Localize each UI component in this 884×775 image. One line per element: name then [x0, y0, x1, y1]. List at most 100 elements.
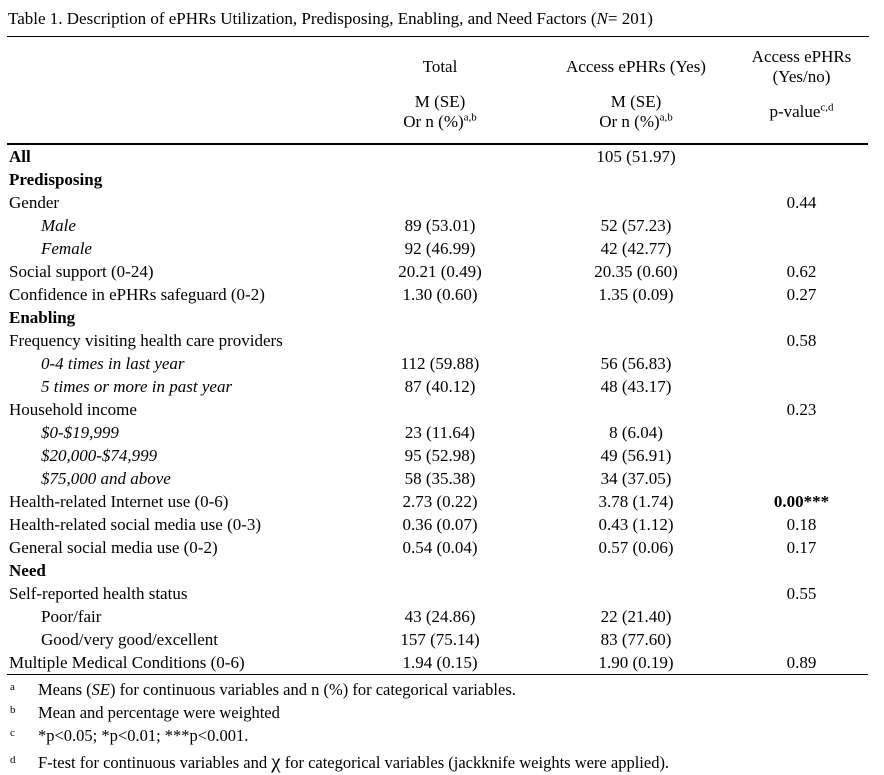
row-label: $75,000 and above: [41, 468, 171, 488]
header-col-total: Total: [422, 57, 458, 76]
cell-p-value: 0.23: [786, 399, 817, 419]
table-row: Self-reported health status 0.55: [7, 582, 868, 605]
footnotes: a Means (SE) for continuous variables and…: [7, 675, 868, 775]
footnote-text: Means (SE) for continuous variables and …: [38, 680, 516, 699]
footnote-text: F-test for continuous variables and χ fo…: [38, 749, 670, 773]
table-row: Confidence in ePHRs safeguard (0-2) 1.30 …: [7, 283, 868, 306]
table-row: $75,000 and above 58 (35.38) 34 (37.05): [7, 467, 868, 490]
row-label: Male: [41, 215, 76, 235]
cell-access-yes: [537, 582, 735, 605]
cell-access-yes: 49 (56.91): [600, 445, 672, 465]
header-row-stats: M (SE) Or n (%)a,b M (SE) Or n (%)a,b p-…: [7, 90, 868, 145]
cell-p-value: [735, 168, 868, 191]
row-label: Poor/fair: [41, 606, 102, 626]
header-col-access-yesno: Access ePHRs (Yes/no): [735, 37, 868, 90]
cell-p-value: 0.58: [786, 330, 817, 350]
row-label: General social media use (0-2): [9, 537, 218, 557]
header-empty-cell: [7, 90, 343, 145]
header-stat-line1: M (SE): [414, 92, 466, 111]
cell-access-yes: 34 (37.05): [600, 468, 672, 488]
table-title-n: N: [596, 9, 608, 28]
cell-p-value: 0.00***: [773, 491, 830, 511]
cell-total: 2.73 (0.22): [402, 491, 478, 511]
footnote-text: *p<0.05; *p<0.01; ***p<0.001.: [38, 726, 249, 745]
cell-p-value: [735, 237, 868, 260]
cell-total: 23 (11.64): [404, 422, 476, 442]
table-row: $0-$19,999 23 (11.64) 8 (6.04): [7, 421, 868, 444]
cell-access-yes: 52 (57.23): [600, 215, 672, 235]
header-stat-total: M (SE) Or n (%)a,b: [343, 90, 537, 145]
table-row: Need: [7, 559, 868, 582]
cell-total: 112 (59.88): [400, 353, 480, 373]
table-row: Enabling: [7, 306, 868, 329]
cell-p-value: 0.18: [786, 514, 817, 534]
row-label: Household income: [9, 399, 137, 419]
cell-p-value: 0.89: [735, 651, 868, 675]
cell-p-value: [735, 375, 868, 398]
cell-total: 87 (40.12): [404, 376, 476, 396]
cell-total: 92 (46.99): [404, 238, 476, 258]
cell-p-value: [735, 214, 868, 237]
table-row: Predisposing: [7, 168, 868, 191]
row-label: Gender: [9, 192, 60, 212]
row-label: $20,000-$74,999: [41, 445, 158, 465]
row-label: Female: [41, 238, 92, 258]
cell-total: 0.36 (0.07): [402, 514, 478, 534]
footnote-c: c *p<0.05; *p<0.01; ***p<0.001.: [7, 725, 868, 748]
cell-p-value: [735, 144, 868, 168]
cell-total: 157 (75.14): [400, 629, 480, 649]
table-row: Multiple Medical Conditions (0-6) 1.94 (0…: [7, 651, 868, 675]
header-stat-access-yes: M (SE) Or n (%)a,b: [537, 90, 735, 145]
header-p-value: p-valuec,d: [735, 90, 868, 145]
cell-total: 58 (35.38): [404, 468, 476, 488]
cell-access-yes: 42 (42.77): [600, 238, 672, 258]
cell-p-value: [735, 352, 868, 375]
header-col-access-yes: Access ePHRs (Yes): [566, 57, 706, 76]
cell-total: 89 (53.01): [404, 215, 476, 235]
cell-total: [343, 582, 537, 605]
row-label: Predisposing: [9, 169, 103, 189]
row-label: Frequency visiting health care providers: [9, 330, 283, 350]
cell-total: 43 (24.86): [404, 606, 476, 626]
cell-p-value: [735, 628, 868, 651]
cell-total: [343, 306, 537, 329]
cell-access-yes: 0.43 (1.12): [598, 514, 674, 534]
cell-p-value: [735, 467, 868, 490]
row-label: Need: [9, 560, 46, 580]
footnote-mark: c: [10, 727, 15, 739]
footnote-mark: a: [10, 681, 15, 693]
table-row: Female 92 (46.99) 42 (42.77): [7, 237, 868, 260]
cell-p-value: 0.27: [786, 284, 817, 304]
cell-access-yes: 1.90 (0.19): [537, 651, 735, 675]
row-label: Enabling: [9, 307, 76, 327]
table-row: Health-related social media use (0-3) 0.3…: [7, 513, 868, 536]
table-row: Male 89 (53.01) 52 (57.23): [7, 214, 868, 237]
cell-total: [343, 559, 537, 582]
cell-access-yes: 8 (6.04): [609, 422, 663, 442]
row-label: Good/very good/excellent: [41, 629, 219, 649]
cell-access-yes: 3.78 (1.74): [598, 491, 674, 511]
header-row-titles: Total Access ePHRs (Yes) Access ePHRs (Y…: [7, 37, 868, 90]
header-col-access-yesno-line2: (Yes/no): [772, 67, 831, 86]
row-label: 5 times or more in past year: [41, 376, 233, 396]
header-stat-line1: M (SE): [610, 92, 662, 111]
cell-access-yes: 1.35 (0.09): [598, 284, 674, 304]
table-row: Health-related Internet use (0-6) 2.73 (0…: [7, 490, 868, 513]
header-p-superscript: c,d: [820, 101, 834, 114]
table-row: Poor/fair 43 (24.86) 22 (21.40): [7, 605, 868, 628]
header-stat-line2: Or n (%)a,b: [403, 111, 477, 131]
cell-p-value: 0.44: [786, 192, 817, 212]
footnote-b: b Mean and percentage were weighted: [7, 702, 868, 725]
cell-p-value: [735, 605, 868, 628]
header-col-access-yesno-line1: Access ePHRs: [751, 47, 852, 66]
header-stat-line2: Or n (%)a,b: [599, 111, 673, 131]
cell-total: [343, 168, 537, 191]
table-row: Good/very good/excellent 157 (75.14) 83 (7…: [7, 628, 868, 651]
row-label: Confidence in ePHRs safeguard (0-2): [9, 284, 265, 304]
cell-access-yes: [537, 168, 735, 191]
table-row: Gender 0.44: [7, 191, 868, 214]
cell-p-value: 0.62: [786, 261, 817, 281]
cell-access-yes: [537, 398, 735, 421]
table-row: 5 times or more in past year 87 (40.12) 48…: [7, 375, 868, 398]
